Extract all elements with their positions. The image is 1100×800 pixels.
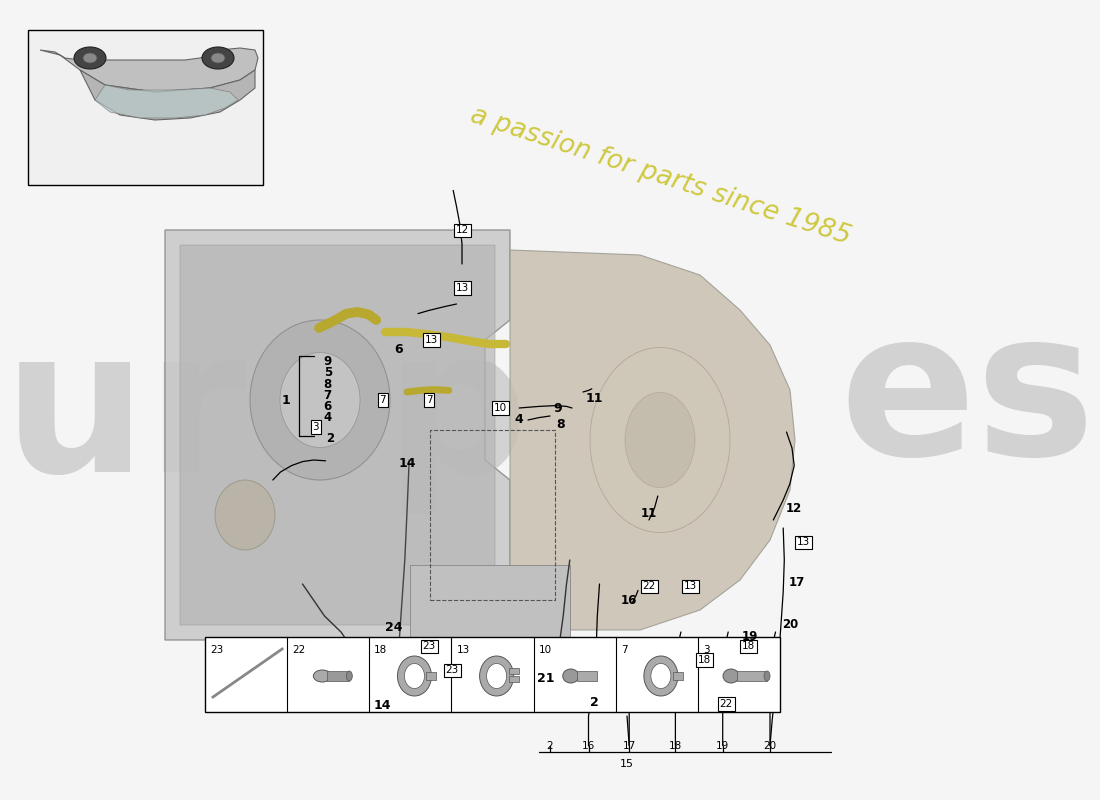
Text: 20: 20 xyxy=(763,742,777,751)
Text: 24: 24 xyxy=(385,621,403,634)
Text: 23: 23 xyxy=(210,645,223,655)
Ellipse shape xyxy=(346,671,352,681)
Text: 8: 8 xyxy=(557,418,565,430)
Text: 3: 3 xyxy=(312,422,319,432)
Text: 11: 11 xyxy=(641,507,657,520)
Polygon shape xyxy=(40,48,258,92)
Text: 21: 21 xyxy=(537,672,554,685)
Text: 19: 19 xyxy=(742,630,758,643)
Text: 6: 6 xyxy=(323,400,332,413)
Text: 15: 15 xyxy=(620,759,634,769)
Text: a passion for parts since 1985: a passion for parts since 1985 xyxy=(466,102,854,250)
Text: 13: 13 xyxy=(684,582,697,591)
Text: 6: 6 xyxy=(394,343,403,356)
Text: 22: 22 xyxy=(719,699,733,709)
Text: 9: 9 xyxy=(323,355,332,368)
Text: 23: 23 xyxy=(446,666,459,675)
Text: 13: 13 xyxy=(456,645,470,655)
Text: 2: 2 xyxy=(547,742,553,751)
Bar xyxy=(508,676,518,682)
Text: 9: 9 xyxy=(553,402,562,414)
Text: 7: 7 xyxy=(426,395,432,405)
Ellipse shape xyxy=(644,656,678,696)
Text: 2: 2 xyxy=(326,432,334,445)
Text: 22: 22 xyxy=(293,645,306,655)
Text: 7: 7 xyxy=(323,389,332,402)
Text: 13: 13 xyxy=(425,335,438,345)
Text: 16: 16 xyxy=(621,594,637,606)
Ellipse shape xyxy=(651,663,671,689)
Text: 18: 18 xyxy=(697,655,711,665)
Bar xyxy=(737,671,767,681)
Text: 2: 2 xyxy=(590,696,598,709)
Text: 10: 10 xyxy=(539,645,552,655)
Text: 7: 7 xyxy=(620,645,627,655)
Text: 8: 8 xyxy=(323,378,332,390)
Bar xyxy=(28,30,263,185)
Text: 17: 17 xyxy=(789,576,804,589)
Text: 5: 5 xyxy=(323,366,332,379)
Text: 13: 13 xyxy=(796,538,810,547)
Text: 17: 17 xyxy=(623,742,636,751)
Bar xyxy=(508,668,518,674)
Ellipse shape xyxy=(486,663,507,689)
Text: 7: 7 xyxy=(379,395,386,405)
Polygon shape xyxy=(510,250,795,630)
Text: 1: 1 xyxy=(282,394,290,406)
Ellipse shape xyxy=(397,656,431,696)
Bar xyxy=(205,637,780,712)
Ellipse shape xyxy=(405,663,425,689)
Polygon shape xyxy=(80,70,255,120)
Text: europ: europ xyxy=(0,318,529,514)
Ellipse shape xyxy=(314,670,331,682)
Text: 19: 19 xyxy=(716,742,729,751)
Polygon shape xyxy=(165,230,510,640)
Polygon shape xyxy=(180,245,495,625)
Ellipse shape xyxy=(74,47,106,69)
Text: 16: 16 xyxy=(582,742,595,751)
Bar xyxy=(673,672,683,680)
Bar xyxy=(410,565,570,640)
Text: 12: 12 xyxy=(786,502,802,514)
Text: 22: 22 xyxy=(642,582,656,591)
Ellipse shape xyxy=(590,347,730,533)
Text: 23: 23 xyxy=(422,642,436,651)
Text: 13: 13 xyxy=(455,283,469,293)
Text: 10: 10 xyxy=(494,403,507,413)
Text: 11: 11 xyxy=(585,392,603,405)
Polygon shape xyxy=(95,85,238,118)
Bar xyxy=(427,672,437,680)
Ellipse shape xyxy=(82,53,97,63)
Ellipse shape xyxy=(214,480,275,550)
Bar xyxy=(328,671,350,681)
Text: 20: 20 xyxy=(782,618,797,630)
Text: 18: 18 xyxy=(374,645,387,655)
Text: 4: 4 xyxy=(515,413,524,426)
Bar xyxy=(576,671,596,681)
Text: 12: 12 xyxy=(455,226,469,235)
Text: 14: 14 xyxy=(398,458,416,470)
Text: 18: 18 xyxy=(741,642,755,651)
Text: 18: 18 xyxy=(669,742,682,751)
Ellipse shape xyxy=(625,393,695,487)
Ellipse shape xyxy=(563,669,579,683)
Ellipse shape xyxy=(480,656,514,696)
Ellipse shape xyxy=(211,53,226,63)
Ellipse shape xyxy=(764,671,770,681)
Ellipse shape xyxy=(280,353,360,447)
Text: 14: 14 xyxy=(374,699,392,712)
Ellipse shape xyxy=(250,320,390,480)
Ellipse shape xyxy=(202,47,234,69)
Text: 3: 3 xyxy=(703,645,710,655)
Text: 4: 4 xyxy=(323,411,332,424)
Ellipse shape xyxy=(723,669,739,683)
Text: es: es xyxy=(840,302,1096,498)
